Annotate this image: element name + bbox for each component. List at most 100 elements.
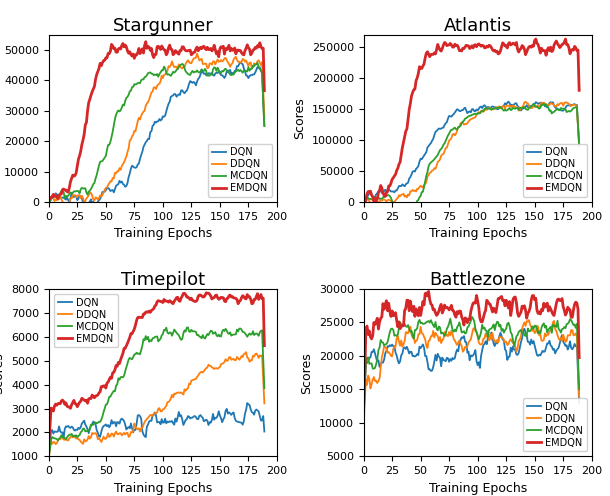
MCDQN xyxy=(111,116,118,122)
DDQN xyxy=(111,170,118,176)
EMDQN xyxy=(45,438,52,444)
DDQN xyxy=(360,427,367,433)
DQN xyxy=(458,107,465,113)
EMDQN xyxy=(470,300,477,306)
EMDQN xyxy=(360,199,367,205)
MCDQN xyxy=(540,101,547,107)
DQN xyxy=(410,168,417,174)
DQN xyxy=(145,136,152,142)
Legend: DQN, DDQN, MCDQN, EMDQN: DQN, DDQN, MCDQN, EMDQN xyxy=(523,398,587,451)
DDQN xyxy=(423,179,430,185)
DQN xyxy=(422,353,429,359)
DQN xyxy=(143,424,151,430)
DQN xyxy=(505,99,512,105)
Y-axis label: Scores: Scores xyxy=(0,352,5,393)
DQN xyxy=(68,190,75,196)
DQN xyxy=(68,424,75,430)
DDQN xyxy=(525,317,533,323)
EMDQN xyxy=(575,87,583,93)
DQN xyxy=(260,123,268,128)
Y-axis label: Scores: Scores xyxy=(300,352,313,393)
MCDQN xyxy=(260,385,268,391)
DDQN xyxy=(108,179,115,185)
EMDQN xyxy=(422,55,429,61)
DQN xyxy=(45,198,52,204)
DDQN xyxy=(410,333,417,339)
Title: Atlantis: Atlantis xyxy=(443,17,512,35)
DDQN xyxy=(470,115,477,121)
Line: DQN: DQN xyxy=(49,403,264,454)
MCDQN xyxy=(184,324,192,330)
EMDQN xyxy=(425,289,432,295)
DQN xyxy=(96,196,104,202)
DQN xyxy=(425,143,432,149)
EMDQN xyxy=(154,43,162,49)
EMDQN xyxy=(382,298,390,304)
DQN xyxy=(468,106,476,112)
Legend: DQN, DDQN, MCDQN, EMDQN: DQN, DDQN, MCDQN, EMDQN xyxy=(208,143,272,197)
MCDQN xyxy=(422,320,429,326)
MCDQN xyxy=(459,119,467,124)
Line: MCDQN: MCDQN xyxy=(49,327,264,456)
DDQN xyxy=(425,338,432,344)
DDQN xyxy=(522,99,529,105)
EMDQN xyxy=(95,65,102,71)
Y-axis label: Scores: Scores xyxy=(293,98,306,139)
EMDQN xyxy=(107,374,114,380)
EMDQN xyxy=(468,43,476,49)
DDQN xyxy=(145,99,152,105)
EMDQN xyxy=(68,402,75,408)
MCDQN xyxy=(260,123,268,129)
MCDQN xyxy=(382,193,390,199)
DDQN xyxy=(382,345,390,351)
EMDQN xyxy=(107,48,114,54)
Line: DQN: DQN xyxy=(364,102,579,200)
MCDQN xyxy=(411,200,418,206)
MCDQN xyxy=(426,161,433,167)
DDQN xyxy=(193,51,201,57)
MCDQN xyxy=(46,198,54,204)
DQN xyxy=(410,353,417,359)
EMDQN xyxy=(459,317,467,323)
EMDQN xyxy=(382,189,390,195)
Line: DDQN: DDQN xyxy=(364,102,579,205)
DDQN xyxy=(154,409,161,415)
DDQN xyxy=(45,199,52,205)
DQN xyxy=(82,205,89,211)
DDQN xyxy=(575,144,583,150)
Line: EMDQN: EMDQN xyxy=(49,293,264,441)
MCDQN xyxy=(425,318,432,324)
MCDQN xyxy=(69,190,76,196)
MCDQN xyxy=(470,112,477,118)
MCDQN xyxy=(399,209,406,215)
MCDQN xyxy=(575,386,583,392)
DDQN xyxy=(63,205,71,211)
DDQN xyxy=(68,433,75,439)
DDQN xyxy=(45,455,52,461)
MCDQN xyxy=(108,134,115,140)
DQN xyxy=(521,326,528,332)
Line: DQN: DQN xyxy=(49,62,264,208)
Line: DDQN: DDQN xyxy=(364,320,579,430)
DQN xyxy=(108,187,115,193)
Title: Timepilot: Timepilot xyxy=(121,271,205,289)
DQN xyxy=(111,186,118,192)
DDQN xyxy=(468,331,476,337)
DDQN xyxy=(107,433,114,439)
Title: Stargunner: Stargunner xyxy=(112,17,214,35)
DDQN xyxy=(242,349,249,355)
MCDQN xyxy=(45,453,52,459)
MCDQN xyxy=(154,333,161,339)
DDQN xyxy=(458,343,465,349)
EMDQN xyxy=(425,51,432,57)
Line: MCDQN: MCDQN xyxy=(364,104,579,212)
DDQN xyxy=(96,192,104,198)
DDQN xyxy=(95,435,102,441)
MCDQN xyxy=(96,159,104,165)
DQN xyxy=(260,429,268,434)
MCDQN xyxy=(107,394,114,400)
MCDQN xyxy=(95,419,102,425)
EMDQN xyxy=(410,303,417,309)
Line: MCDQN: MCDQN xyxy=(49,63,264,201)
EMDQN xyxy=(45,196,52,202)
